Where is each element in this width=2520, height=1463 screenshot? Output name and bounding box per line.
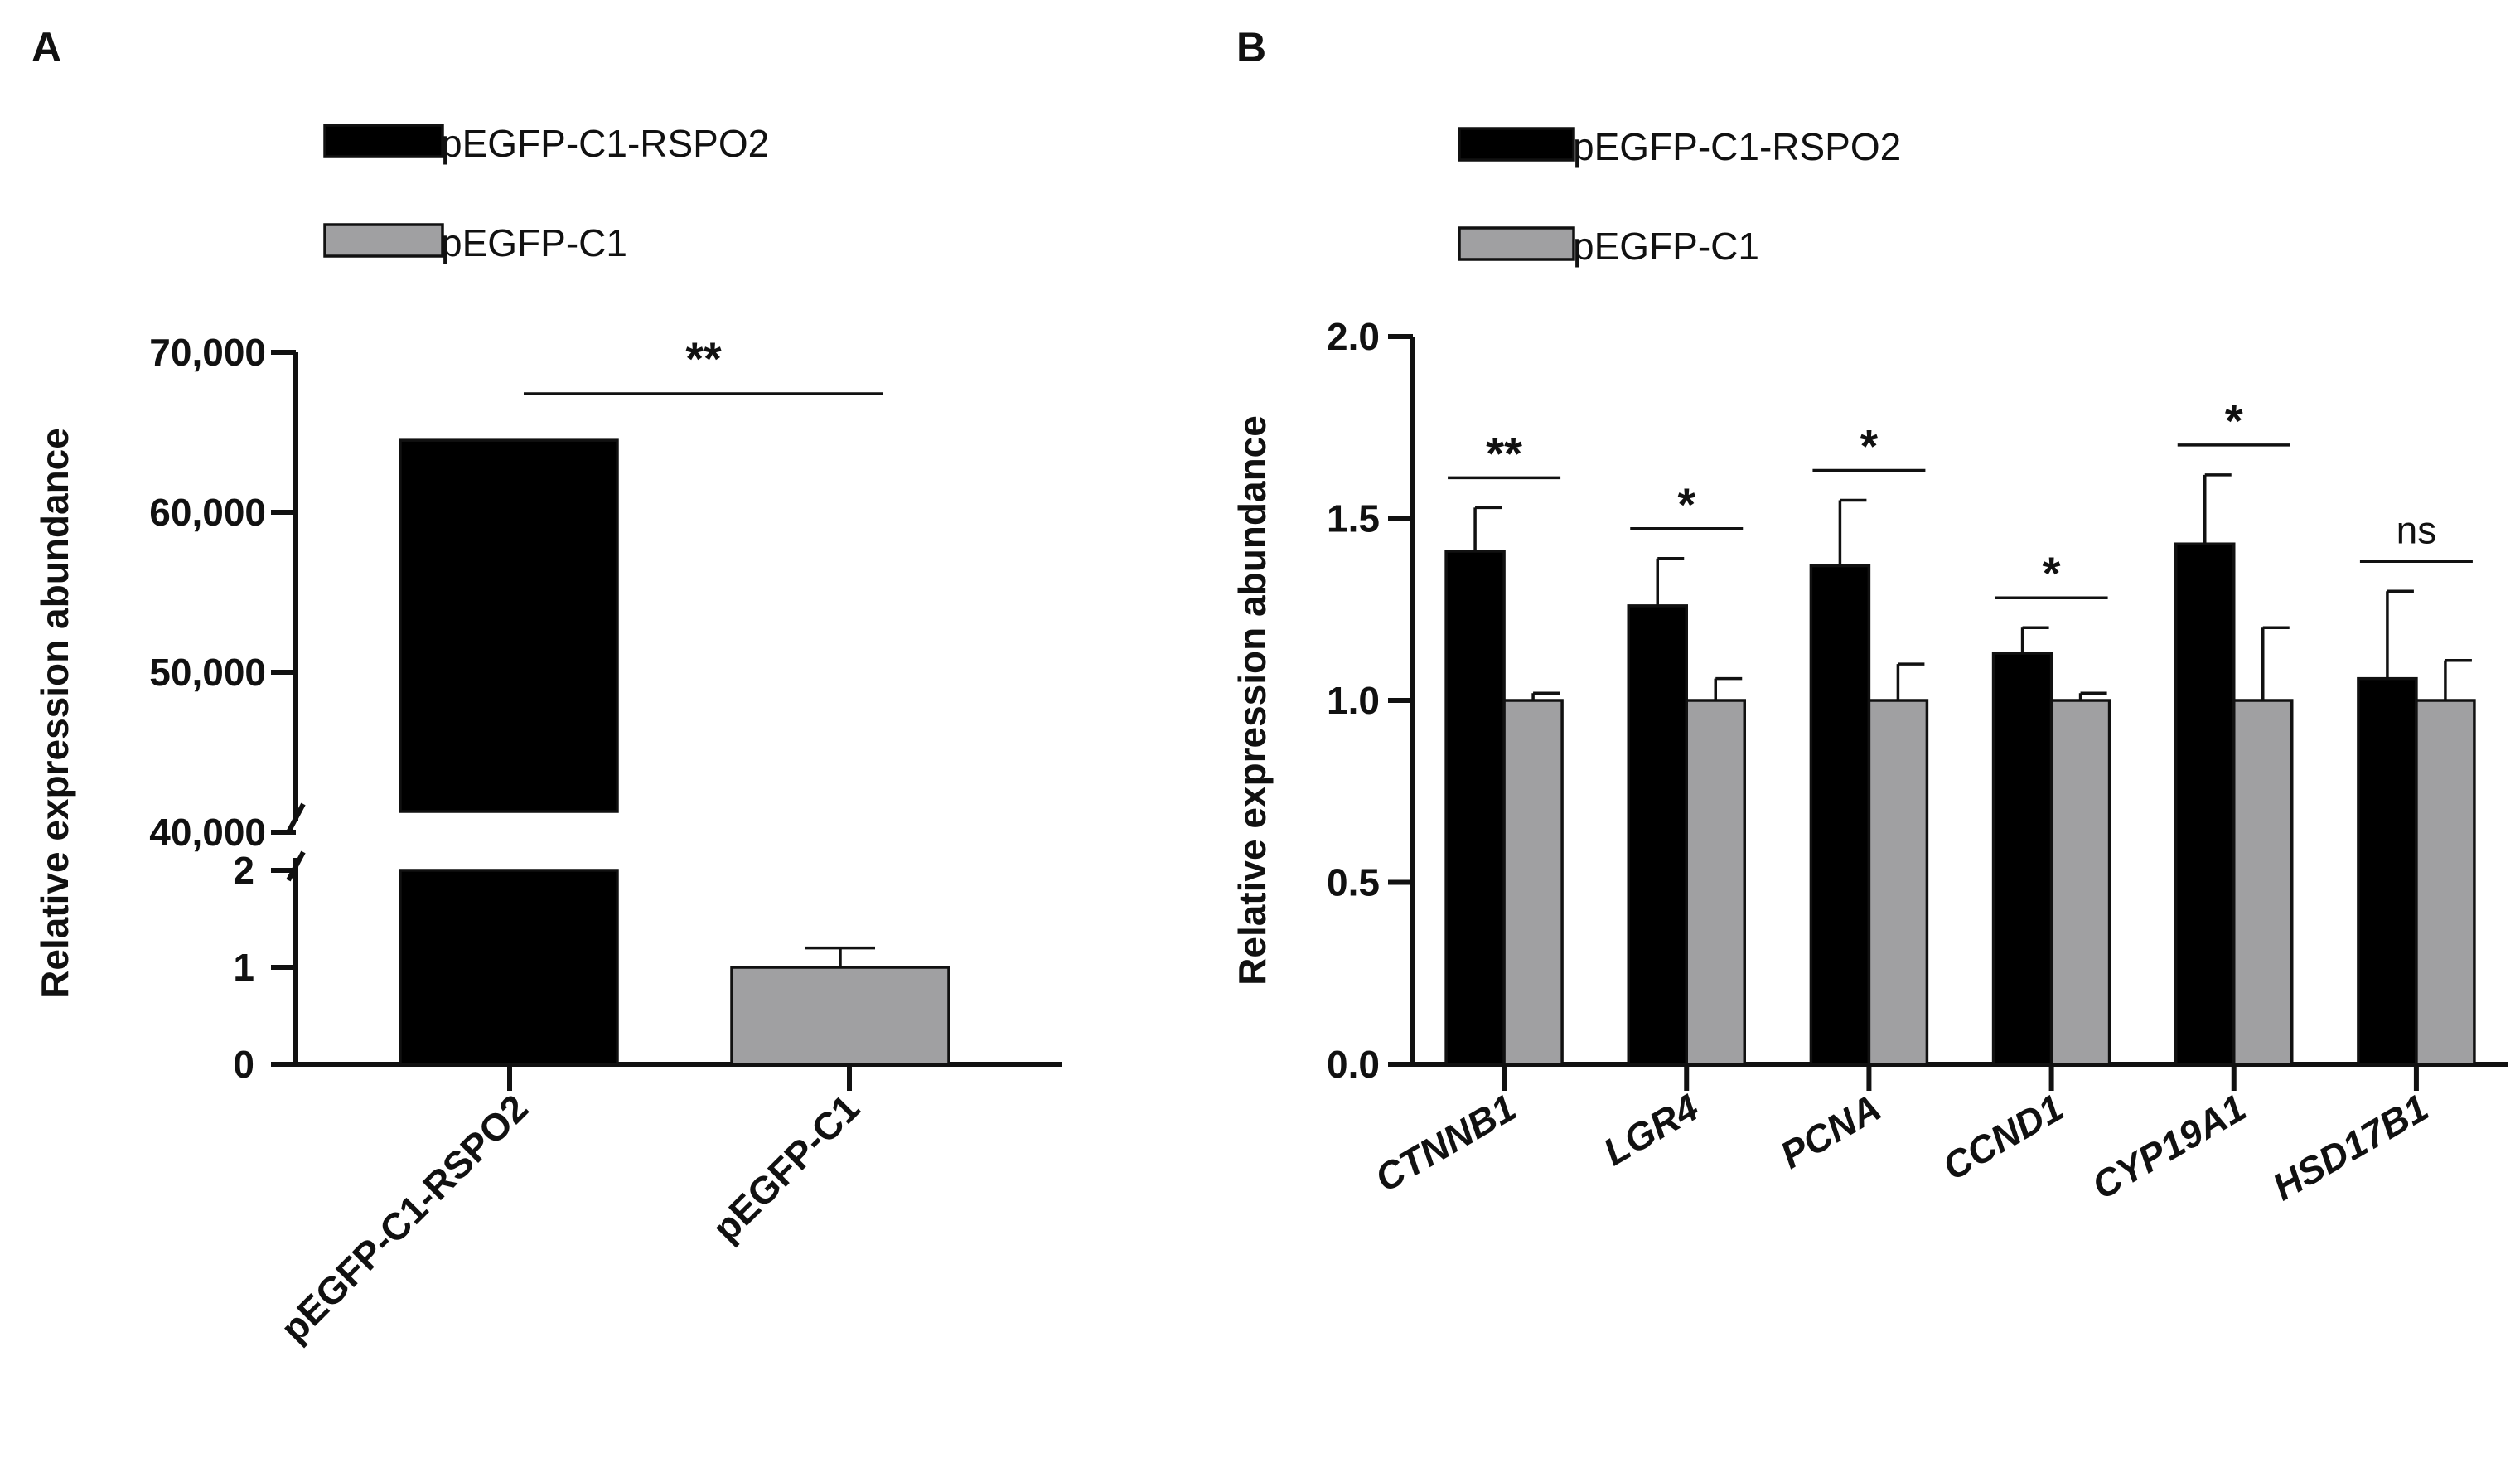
bar-b-lgr4-rspo2 <box>1627 604 1688 1066</box>
legend-b-label-c1: pEGFP-C1 <box>1573 225 1759 268</box>
bar-a-rspo2-lower <box>399 869 619 1066</box>
bar-b-hsd17b1-c1 <box>2415 699 2476 1066</box>
panel-b-label: B <box>1236 24 1266 70</box>
panel-a: A pEGFP-C1-RSPO2 pEGFP-C1 Relative expre… <box>31 24 1062 1350</box>
y-ticks-b: 0.0 0.5 1.0 1.5 2.0 <box>1327 315 1413 1086</box>
y-tick-label-b: 2.0 <box>1327 315 1380 358</box>
significance-label-b: * <box>1860 420 1879 472</box>
axis-break-mark-upper <box>286 802 306 834</box>
y-axis-label-b: Relative expression abundance <box>1231 415 1274 986</box>
bar-a-rspo2-upper <box>399 438 619 813</box>
axis-break-mark-lower <box>286 850 306 882</box>
x-label-b-cyp19a1: CYP19A1 <box>2085 1086 2253 1208</box>
x-label-a-c1: pEGFP-C1 <box>704 1086 868 1250</box>
y-tick-label-a-lower: 0 <box>233 1043 254 1086</box>
y-ticks-a-lower: 0 1 2 <box>233 849 296 1086</box>
y-tick-label-b: 0.5 <box>1327 861 1380 904</box>
bar-b-ccnd1-c1 <box>2049 699 2111 1066</box>
y-tick-label-b: 1.5 <box>1327 497 1380 540</box>
bars-b <box>1444 542 2476 1066</box>
significance-label-b: * <box>2225 395 2243 447</box>
y-tick-label-a-upper: 70,000 <box>149 331 266 374</box>
significance-label-b: ** <box>1486 427 1522 479</box>
bar-a-c1 <box>730 966 950 1066</box>
bar-b-pcna-c1 <box>1867 699 1929 1066</box>
panel-a-label: A <box>31 24 61 70</box>
x-label-b-lgr4: LGR4 <box>1596 1086 1705 1174</box>
x-label-b-ctnnb1: CTNNB1 <box>1368 1086 1524 1200</box>
x-label-a-rspo2: pEGFP-C1-RSPO2 <box>272 1086 536 1350</box>
y-tick-label-a-upper: 50,000 <box>149 651 266 694</box>
bar-b-hsd17b1-rspo2 <box>2357 676 2418 1066</box>
error-bar-a-c1 <box>805 946 875 967</box>
legend-a-label-rspo2: pEGFP-C1-RSPO2 <box>441 122 769 165</box>
x-labels-b: CTNNB1 LGR4 PCNA CCND1 CYP19A1 HSD17B1 <box>1368 1086 2435 1209</box>
legend-a-swatch-c1 <box>323 223 444 258</box>
bar-b-ccnd1-rspo2 <box>1991 652 2053 1066</box>
significance-label-b: * <box>1677 478 1695 530</box>
x-label-b-pcna: PCNA <box>1773 1086 1889 1177</box>
bar-b-ctnnb1-c1 <box>1502 699 1564 1066</box>
x-label-b-ccnd1: CCND1 <box>1935 1086 2070 1189</box>
bar-b-lgr4-c1 <box>1685 699 1746 1066</box>
panel-b: B pEGFP-C1-RSPO2 pEGFP-C1 Relative expre… <box>1231 24 2508 1209</box>
legend-b-swatch-c1 <box>1458 226 1575 261</box>
y-tick-label-a-lower: 2 <box>233 849 254 892</box>
significance-b: ******ns <box>1448 395 2473 599</box>
y-ticks-a-upper: 40,000 50,000 60,000 70,000 <box>149 331 296 854</box>
bar-b-cyp19a1-rspo2 <box>2174 542 2236 1066</box>
x-ticks-b <box>1502 1064 2419 1091</box>
x-label-b-hsd17b1: HSD17B1 <box>2266 1086 2435 1209</box>
legend-a-swatch-rspo2 <box>323 124 444 158</box>
significance-a: ** <box>685 332 722 385</box>
y-tick-label-a-upper: 40,000 <box>149 811 266 854</box>
y-tick-label-a-upper: 60,000 <box>149 491 266 534</box>
significance-label-b: * <box>2043 547 2061 599</box>
significance-label-b: ns <box>2397 508 2437 551</box>
legend-b-swatch-rspo2 <box>1458 127 1575 162</box>
bar-b-ctnnb1-rspo2 <box>1444 550 1506 1066</box>
y-axis-label-a: Relative expression abundance <box>33 428 76 998</box>
y-tick-label-b: 0.0 <box>1327 1043 1380 1086</box>
y-tick-label-a-lower: 1 <box>233 946 254 989</box>
y-tick-label-b: 1.0 <box>1327 679 1380 722</box>
legend-b-label-rspo2: pEGFP-C1-RSPO2 <box>1573 125 1901 168</box>
error-bars-b <box>1473 473 2472 700</box>
legend-a-label-c1: pEGFP-C1 <box>441 221 627 264</box>
bar-b-pcna-rspo2 <box>1809 564 1871 1066</box>
bar-b-cyp19a1-c1 <box>2232 699 2294 1066</box>
